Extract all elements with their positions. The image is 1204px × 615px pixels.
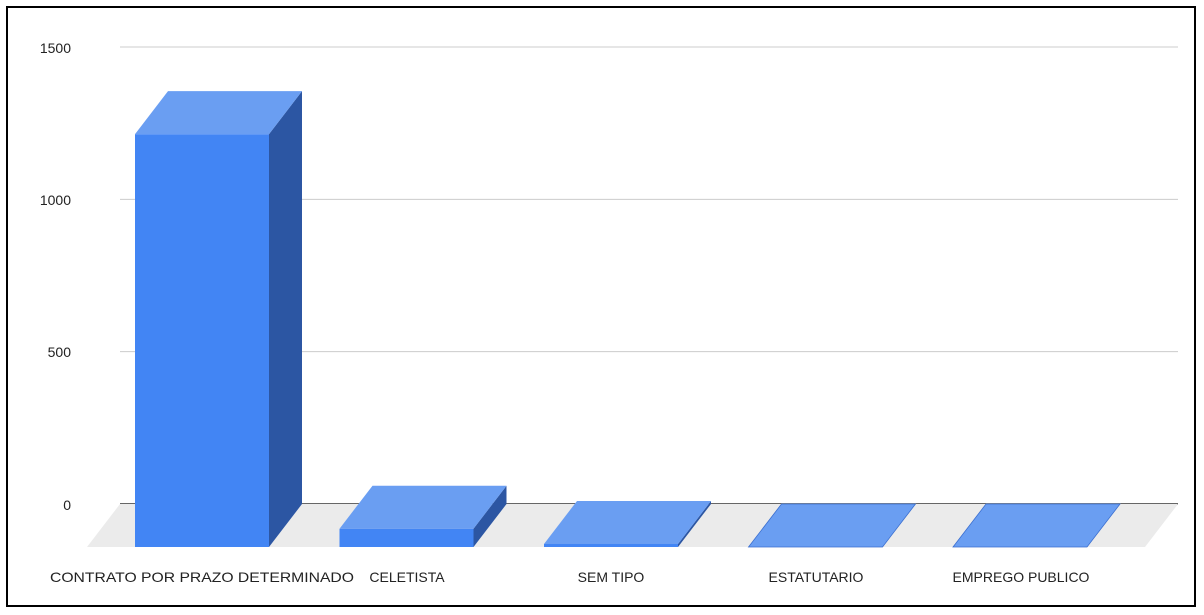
y-tick-label: 0: [63, 497, 71, 513]
bar-top-face: [747, 503, 917, 548]
bar-top-face: [339, 485, 507, 529]
x-category-label: CELETISTA: [369, 569, 445, 585]
x-category-label: SEM TIPO: [578, 569, 645, 585]
bar-top-face: [544, 500, 711, 544]
x-category-label: EMPREGO PUBLICO: [953, 569, 1090, 585]
bars: [135, 91, 1121, 548]
bar-front-face: [135, 134, 269, 547]
y-tick-label: 500: [48, 344, 72, 360]
bar-side-face: [269, 91, 302, 547]
bar-top-face: [135, 91, 302, 135]
x-category-label: ESTATUTARIO: [769, 569, 864, 585]
y-tick-label: 1000: [40, 192, 71, 208]
y-tick-label: 1500: [40, 40, 71, 56]
y-axis-ticks: 0 500 1000 1500: [40, 40, 71, 513]
bar-front-face: [339, 528, 474, 547]
x-category-label: CONTRATO POR PRAZO DETERMINADO: [50, 569, 354, 585]
bar-side-face: [473, 485, 507, 547]
x-axis-categories: CONTRATO POR PRAZO DETERMINADO CELETISTA…: [50, 569, 1090, 585]
bar-front-face: [544, 543, 678, 547]
bar-side-face: [678, 500, 711, 547]
bar-top-face: [952, 503, 1121, 548]
